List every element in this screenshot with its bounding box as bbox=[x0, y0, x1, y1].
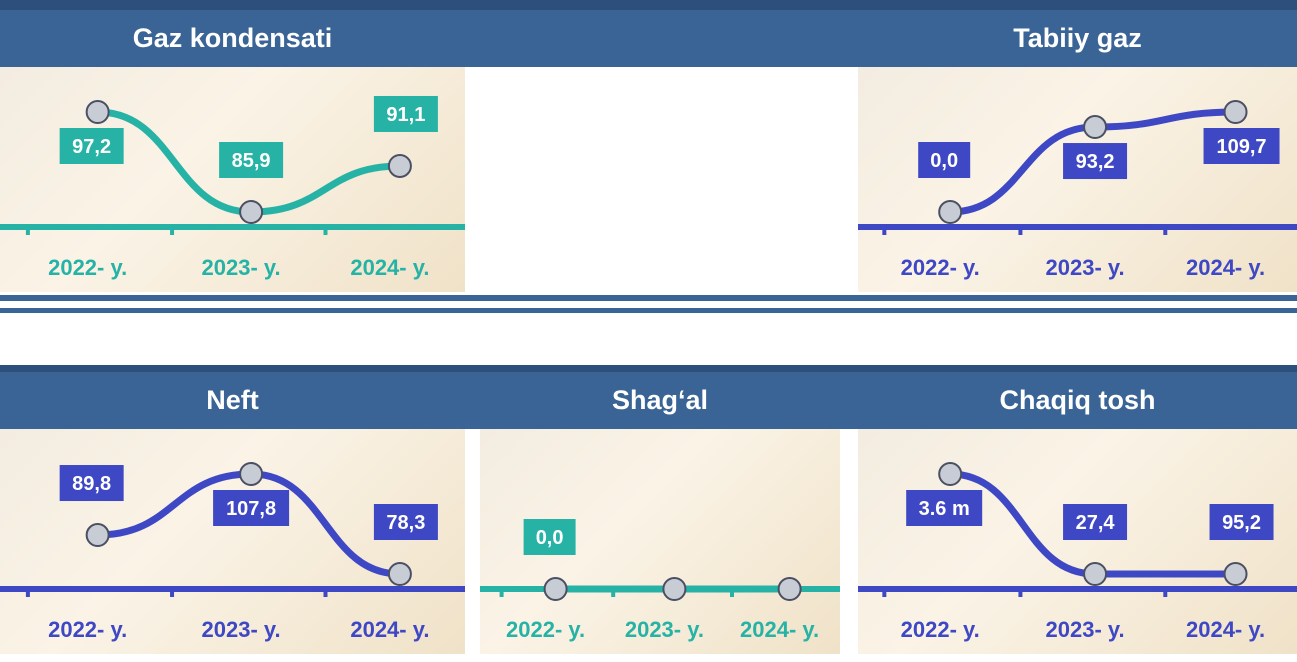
x-tick-label: 2023- y. bbox=[202, 255, 281, 280]
top-rule bbox=[0, 0, 1297, 10]
value-label: 95,2 bbox=[1210, 504, 1274, 540]
divider bbox=[0, 295, 1297, 301]
chart-panel: Shag‘al 2022- y. 2023- y. 2024- y. 0,0 bbox=[480, 372, 840, 654]
plot-area: 2022- y. 2023- y. 2024- y. 0,0 bbox=[480, 429, 840, 654]
data-point bbox=[663, 578, 685, 600]
data-point bbox=[779, 578, 801, 600]
data-point bbox=[1225, 563, 1247, 585]
data-point bbox=[1084, 116, 1106, 138]
data-point bbox=[939, 463, 961, 485]
value-label-text: 91,1 bbox=[386, 104, 425, 126]
x-tick-label: 2024- y. bbox=[350, 255, 429, 280]
value-label-text: 27,4 bbox=[1076, 512, 1116, 534]
chart-title: Tabiiy gaz bbox=[858, 10, 1297, 67]
x-tick-label: 2022- y. bbox=[901, 255, 980, 280]
plot-area: 2022- y. 2023- y. 2024- y. 0,0 93,2 109,7 bbox=[858, 67, 1297, 292]
data-point bbox=[87, 524, 109, 546]
value-label-text: 89,8 bbox=[72, 473, 111, 495]
value-label: 3.6 m bbox=[906, 490, 982, 526]
data-point bbox=[240, 463, 262, 485]
divider bbox=[0, 365, 1297, 372]
x-tick-label: 2022- y. bbox=[48, 255, 127, 280]
value-label-text: 97,2 bbox=[72, 136, 111, 158]
data-point bbox=[389, 563, 411, 585]
value-label-text: 107,8 bbox=[226, 498, 276, 520]
data-point bbox=[545, 578, 567, 600]
chart-panel: Tabiiy gaz 2022- y. 2023- y. 2024- y. 0,0 93,… bbox=[858, 10, 1297, 292]
data-point bbox=[87, 101, 109, 123]
data-point bbox=[1225, 101, 1247, 123]
value-label-text: 0,0 bbox=[930, 150, 958, 172]
chart-title: Neft bbox=[0, 372, 465, 429]
value-label: 93,2 bbox=[1063, 143, 1127, 179]
chart-panel: Neft 2022- y. 2023- y. 2024- y. 89,8 107,8 78,… bbox=[0, 372, 465, 654]
value-label-text: 0,0 bbox=[536, 527, 564, 549]
x-tick-label: 2022- y. bbox=[48, 617, 127, 642]
value-label: 0,0 bbox=[918, 142, 970, 178]
value-label: 27,4 bbox=[1063, 504, 1127, 540]
value-label-text: 109,7 bbox=[1217, 136, 1267, 158]
x-tick-label: 2024- y. bbox=[1186, 617, 1265, 642]
data-point bbox=[240, 201, 262, 223]
value-label-text: 85,9 bbox=[232, 150, 271, 172]
divider bbox=[0, 308, 1297, 313]
value-label-text: 93,2 bbox=[1076, 151, 1115, 173]
value-label: 85,9 bbox=[219, 142, 283, 178]
chart-title: Gaz kondensati bbox=[0, 10, 465, 67]
x-tick-label: 2023- y. bbox=[1046, 617, 1125, 642]
value-label: 78,3 bbox=[374, 504, 438, 540]
x-tick-label: 2023- y. bbox=[1046, 255, 1125, 280]
x-tick-label: 2024- y. bbox=[350, 617, 429, 642]
x-tick-label: 2024- y. bbox=[1186, 255, 1265, 280]
value-label: 89,8 bbox=[60, 465, 124, 501]
value-label: 91,1 bbox=[374, 96, 438, 132]
value-label: 109,7 bbox=[1204, 128, 1280, 164]
x-tick-label: 2022- y. bbox=[506, 617, 585, 642]
data-point bbox=[389, 155, 411, 177]
value-label-text: 78,3 bbox=[386, 512, 425, 534]
x-tick-label: 2024- y. bbox=[740, 617, 819, 642]
value-label: 0,0 bbox=[524, 519, 576, 555]
x-tick-label: 2023- y. bbox=[625, 617, 704, 642]
chart-title: Chaqiq tosh bbox=[858, 372, 1297, 429]
plot-area: 2022- y. 2023- y. 2024- y. 89,8 107,8 78,3 bbox=[0, 429, 465, 654]
value-label-text: 3.6 m bbox=[919, 498, 970, 520]
value-label-text: 95,2 bbox=[1222, 512, 1261, 534]
value-label: 107,8 bbox=[213, 490, 289, 526]
dashboard: Gaz kondensati 2022- y. 2023- y. 2024- y. 97… bbox=[0, 0, 1297, 662]
x-tick-label: 2023- y. bbox=[202, 617, 281, 642]
plot-area: 2022- y. 2023- y. 2024- y. 3.6 m 27,4 95,2 bbox=[858, 429, 1297, 654]
chart-panel: Gaz kondensati 2022- y. 2023- y. 2024- y. 97… bbox=[0, 10, 465, 292]
data-point bbox=[939, 201, 961, 223]
x-tick-label: 2022- y. bbox=[901, 617, 980, 642]
value-label: 97,2 bbox=[60, 128, 124, 164]
chart-panel: Chaqiq tosh 2022- y. 2023- y. 2024- y. 3.6 m… bbox=[858, 372, 1297, 654]
plot-area: 2022- y. 2023- y. 2024- y. 97,2 85,9 91,1 bbox=[0, 67, 465, 292]
data-point bbox=[1084, 563, 1106, 585]
chart-title: Shag‘al bbox=[480, 372, 840, 429]
